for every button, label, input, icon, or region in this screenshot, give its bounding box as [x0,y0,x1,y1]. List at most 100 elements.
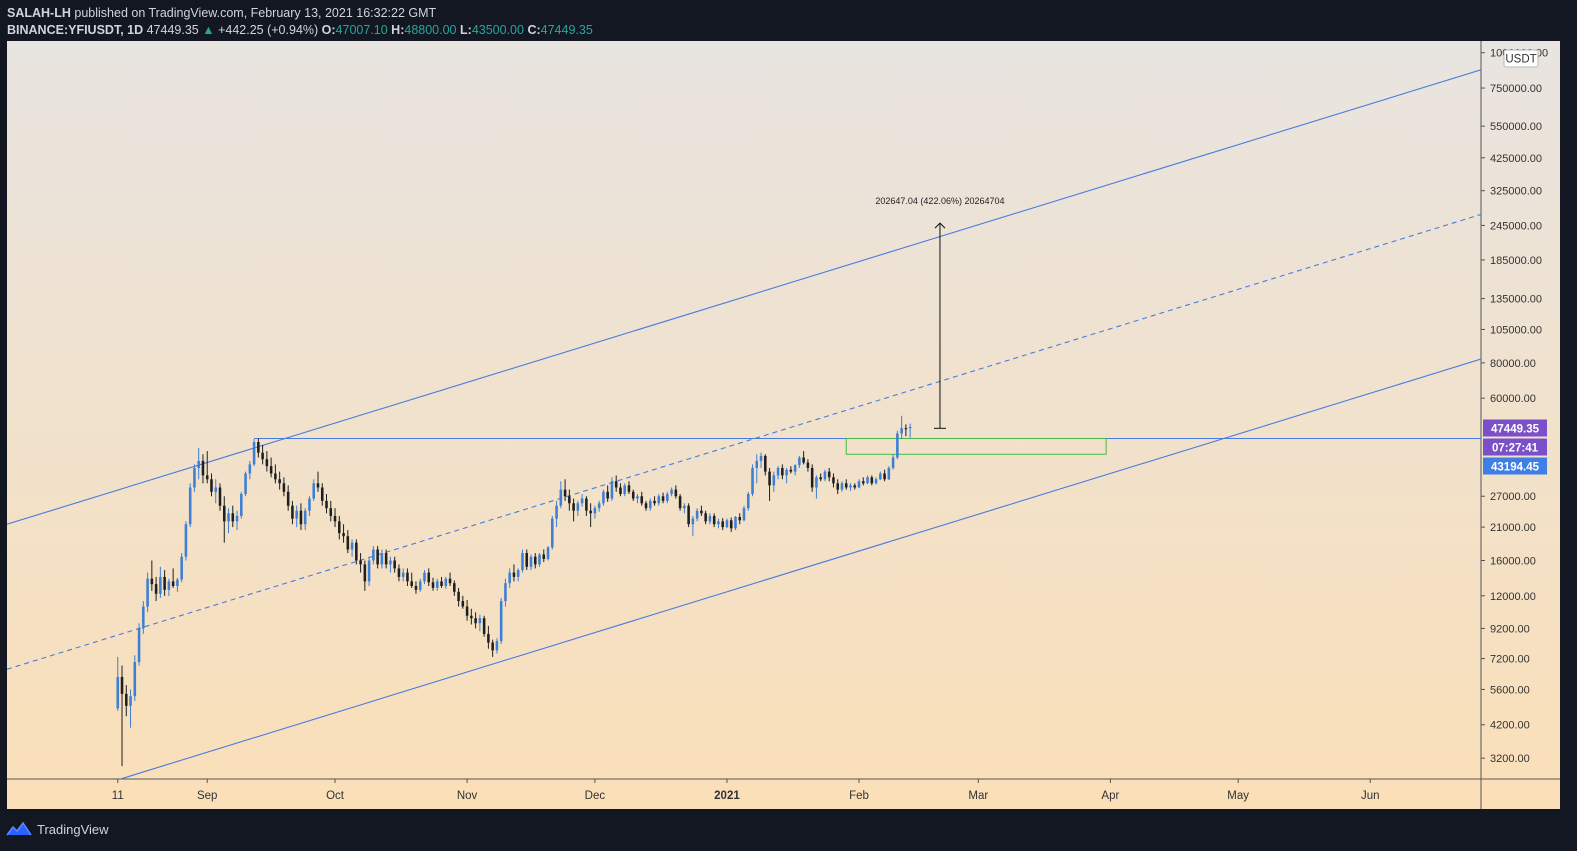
candle-body [257,441,260,453]
candle-body [359,560,362,565]
candle-body [448,578,452,584]
price-tick-label: 7200.00 [1490,654,1530,666]
candle-body [896,433,899,458]
candle-body [286,491,290,506]
candle-body [568,496,571,504]
candle-body [610,481,614,499]
candle-body [401,572,405,577]
candle-body [201,460,205,476]
candle-body [453,583,456,592]
currency-box[interactable]: USDT [1503,49,1539,68]
candle-body [227,513,230,522]
candle-body [457,591,460,602]
candle-body [810,467,814,488]
candle-body [563,489,567,497]
candle-body [159,576,162,594]
candle-body [231,513,235,522]
last-price-label: 47449.35 [1483,419,1547,437]
candle-body [142,606,145,629]
candle-body [683,505,686,509]
candle-body [619,487,622,494]
currency-label: USDT [1505,54,1536,66]
price-tick-label: 12000.00 [1490,591,1536,603]
published-text: published on TradingView.com, February 1… [74,6,437,20]
candle-body [303,510,307,525]
candle-body [116,676,120,709]
candle-body [252,441,256,465]
last-price: 47449.35 [146,23,199,37]
candle-body [802,457,805,463]
candle-body [210,479,213,492]
candle-body [776,467,780,476]
candle-body [781,467,784,476]
symbol-name[interactable]: BINANCE:YFIUSDT, 1D [7,23,144,37]
candle-body [708,515,712,522]
candle-body [687,505,690,525]
candle-body [325,500,328,509]
candle-body [235,515,239,522]
candle-body [333,515,337,522]
candle-body [900,428,903,434]
candle-body [397,568,401,577]
candle-body [648,500,652,509]
candle-body [870,477,874,484]
candle-body [465,606,469,616]
candle-body [125,693,128,706]
footer-branding[interactable]: TradingView [6,819,109,839]
candle-body [695,510,699,519]
candle-body [188,487,192,525]
chart-canvas[interactable]: 202647.04 (422.06%) 20264704 1000000.007… [7,41,1560,809]
candle-body [423,572,426,582]
candle-body [120,676,124,694]
price-axis[interactable]: 1000000.00750000.00550000.00425000.00325… [1481,48,1548,765]
candle-body [512,572,516,577]
price-tick-label: 27000.00 [1490,491,1536,503]
publish-info: SALAH-LH published on TradingView.com, F… [7,6,436,20]
demand-box[interactable] [845,438,1107,455]
channel-lower-line[interactable] [7,358,1481,809]
candle-body [572,503,575,511]
candle-body [891,457,895,468]
candle-body [355,542,358,561]
publisher-name[interactable]: SALAH-LH [7,6,71,20]
candle-body [278,479,281,484]
candle-body [342,533,345,537]
price-tick-label: 16000.00 [1490,555,1536,567]
time-tick-label: Dec [585,790,606,802]
candle-body [525,553,529,567]
candle-body [274,473,277,480]
channel-upper-line[interactable] [7,69,1481,525]
close-label: C: [527,23,541,37]
change-arrow-icon: ▲ [202,23,215,37]
candle-body [827,471,831,478]
time-axis[interactable]: 11 Sep Oct Nov Dec 2021 Feb Mar Apr May Jun [112,779,1380,802]
candle-body [546,547,550,559]
candle-body [176,579,179,586]
candle-body [435,581,439,588]
candle-body [555,505,558,519]
candle-body [137,628,141,663]
candle-body [508,572,511,584]
candle-body [470,615,473,619]
price-change: +442.25 (+0.94%) [218,23,319,37]
price-tick-label: 185000.00 [1490,255,1542,267]
price-tick-label: 750000.00 [1490,83,1542,95]
candle-body [674,489,678,497]
candle-body [738,517,742,521]
chart-area[interactable]: 202647.04 (422.06%) 20264704 1000000.007… [7,41,1560,809]
candle-body [551,518,554,548]
candle-body [666,493,669,501]
candle-body [653,500,656,504]
high-label: H: [391,23,405,37]
candle-body [849,485,852,488]
price-tick-label: 80000.00 [1490,358,1536,370]
price-tick-label: 9200.00 [1490,623,1530,635]
countdown-label-bg [1483,438,1547,456]
candle-body [904,428,908,430]
candle-body [712,515,716,525]
candle-body [793,465,797,472]
candle-body [538,554,541,565]
level-price-label-bg [1483,457,1547,475]
candle-body [862,481,865,484]
open-label: O: [321,23,336,37]
